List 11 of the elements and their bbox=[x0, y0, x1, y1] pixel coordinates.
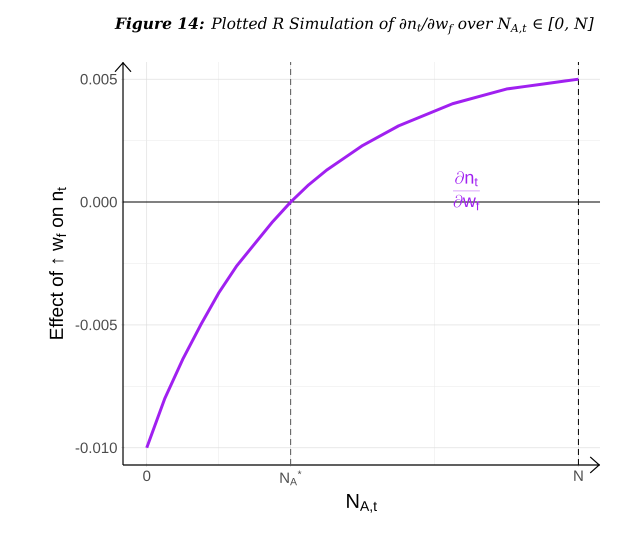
y-axis-title: Effect of ↑ w$_{f}$ on n$_{t}$ bbox=[49, 187, 66, 339]
y-tick-label: 0.000 bbox=[80, 196, 117, 208]
y-tick-label: -0.005 bbox=[76, 320, 117, 330]
y-tick-label: -0.010 bbox=[76, 442, 117, 454]
x-axis-title: N$_{A,t}$ bbox=[347, 494, 377, 513]
x-tick-label: N$_{A}$* bbox=[280, 470, 302, 486]
x-tick-label: N bbox=[574, 470, 583, 481]
annotation: $\frac{\partial \mathrm{n}_{\mathrm{t}}}{\partial \mathrm{w}_{\mathrm{f}}}$ bbox=[453, 171, 480, 210]
x-tick-label: 0 bbox=[143, 470, 150, 482]
chart-title: Figure 14: Plotted R Simulation of ∂n$_{t}$/∂w$_{f}$ over N$_{A,t}$ ∈ [0, N] bbox=[114, 17, 594, 34]
y-tick-label: 0.005 bbox=[80, 74, 117, 84]
